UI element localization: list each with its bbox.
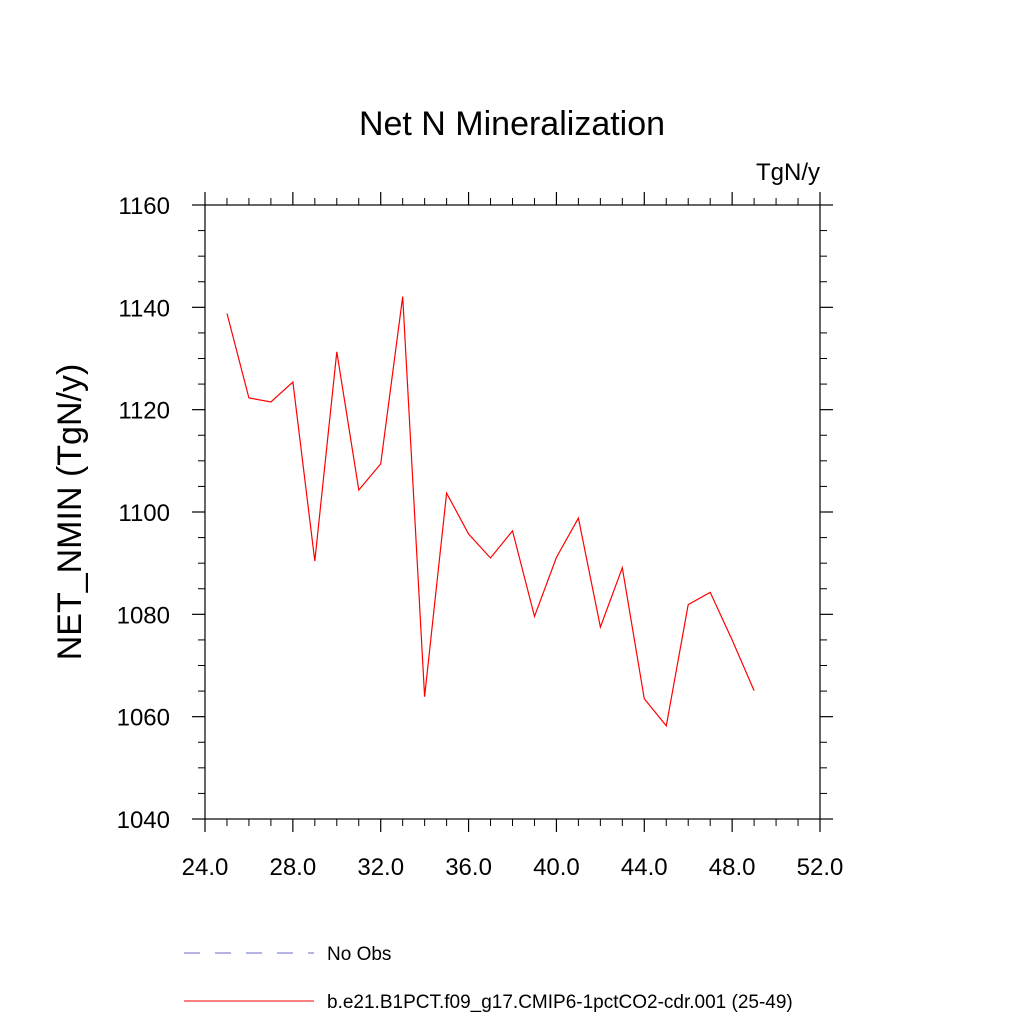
y-axis-title: NET_NMIN (TgN/y) xyxy=(51,364,89,661)
x-tick-label: 52.0 xyxy=(797,854,844,881)
plot-frame xyxy=(204,204,821,820)
chart-title: Net N Mineralization xyxy=(359,105,665,143)
x-tick-label: 48.0 xyxy=(709,854,756,881)
x-tick-label: 36.0 xyxy=(445,854,492,881)
axes: 24.0 28.0 32.0 36.0 40.0 44.0 48.0 52.0 1040 1060… xyxy=(117,192,844,881)
y-tick-label: 1100 xyxy=(118,500,170,527)
x-tick-label: 32.0 xyxy=(357,854,404,881)
x-tick-label: 24.0 xyxy=(182,854,229,881)
x-tick-label: 44.0 xyxy=(621,854,668,881)
y-tick-label: 1120 xyxy=(118,398,170,425)
y-tick-label: 1160 xyxy=(118,193,170,220)
y-tick-label: 1080 xyxy=(117,602,170,629)
legend: No Obs b.e21.B1PCT.f09_g17.CMIP6-1pctCO2-… xyxy=(184,944,793,1013)
units-label: TgN/y xyxy=(756,159,820,186)
legend-label: b.e21.B1PCT.f09_g17.CMIP6-1pctCO2-cdr.00… xyxy=(327,992,793,1013)
y-tick-label: 1040 xyxy=(117,807,170,834)
legend-label: No Obs xyxy=(327,944,391,965)
y-tick-label: 1060 xyxy=(117,705,170,732)
y-tick-label: 1140 xyxy=(118,295,170,322)
series-layer xyxy=(226,296,755,728)
x-tick-label: 28.0 xyxy=(269,854,316,881)
x-tick-label: 40.0 xyxy=(533,854,580,881)
series-line xyxy=(226,296,755,728)
